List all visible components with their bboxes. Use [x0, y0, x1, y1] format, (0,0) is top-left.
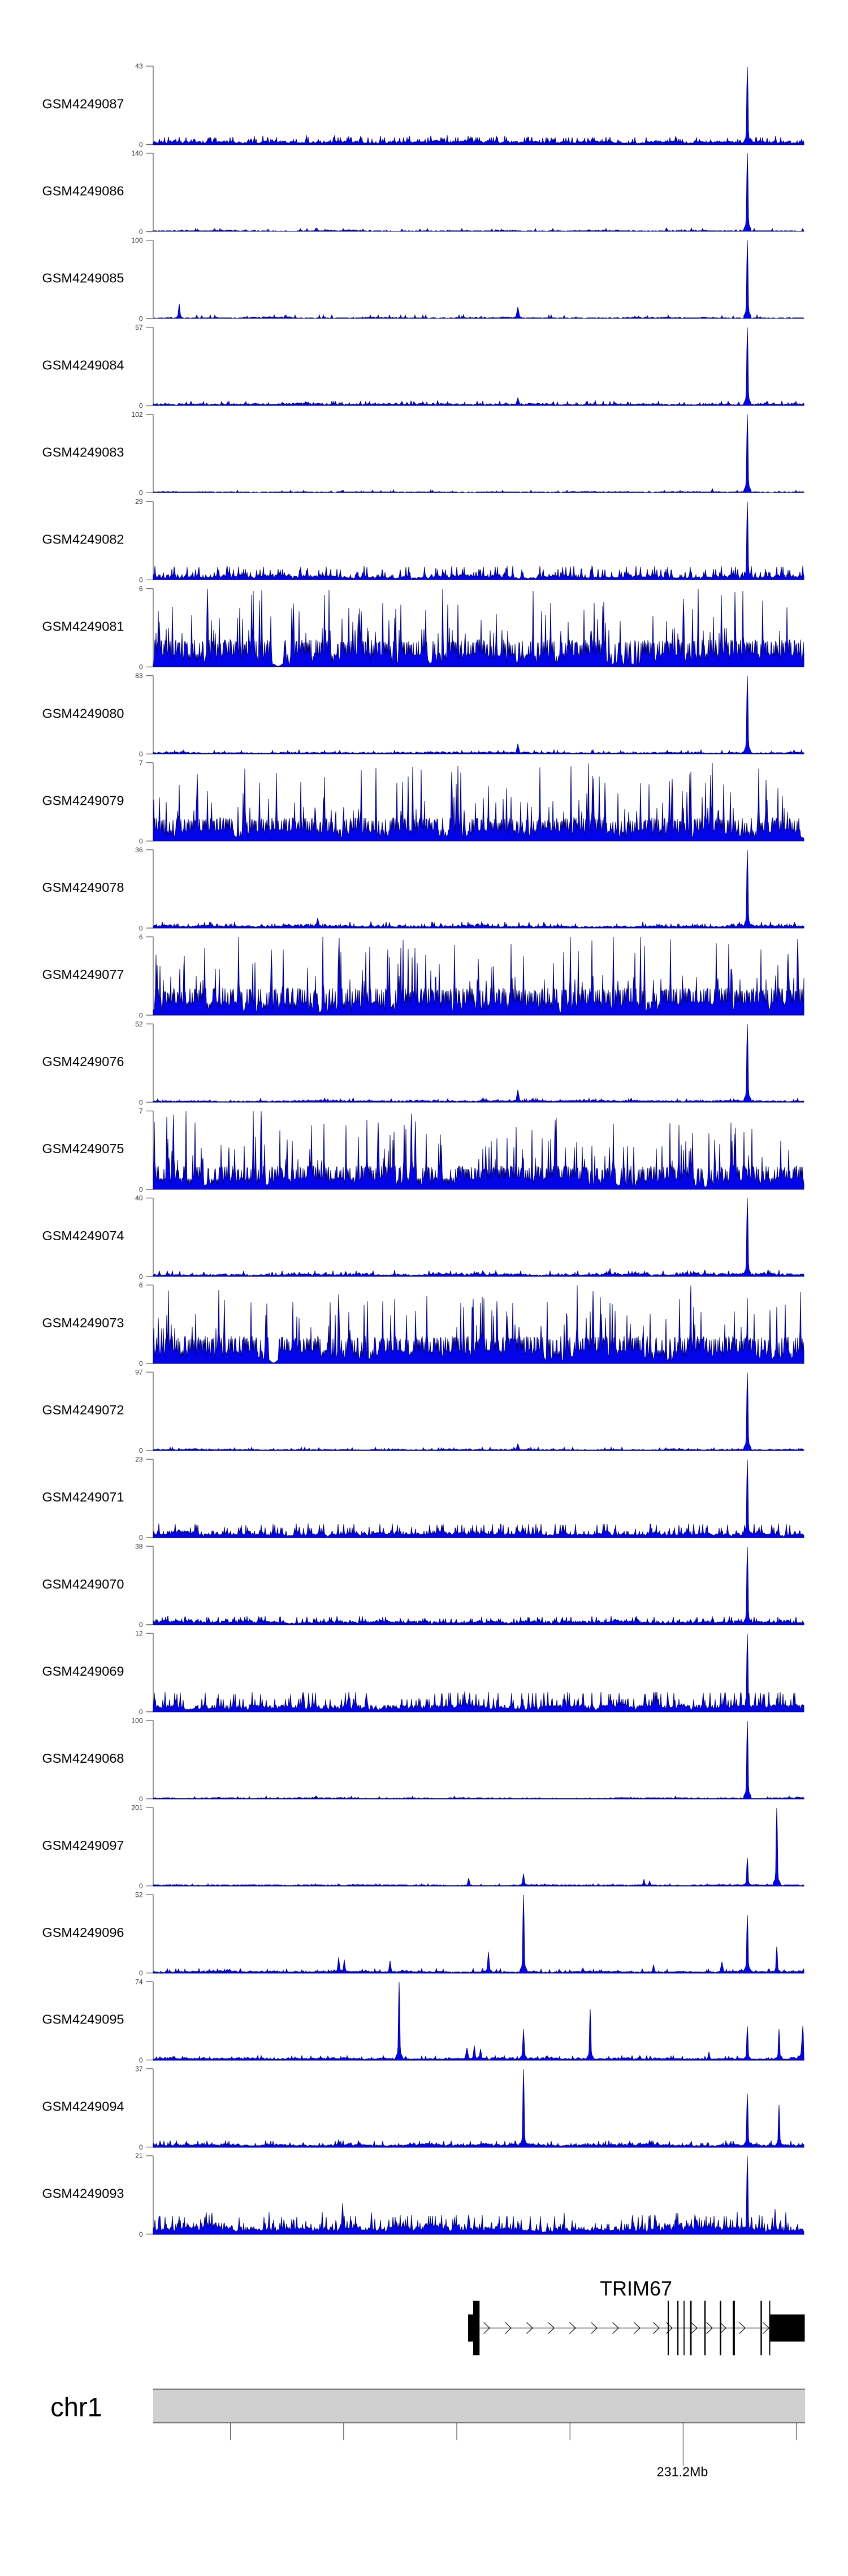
svg-text:0: 0 [139, 838, 143, 845]
svg-text:40: 40 [135, 1194, 143, 1202]
svg-text:GSM4249087: GSM4249087 [42, 97, 124, 111]
svg-text:0: 0 [139, 1708, 143, 1716]
svg-text:0: 0 [139, 315, 143, 323]
svg-text:83: 83 [135, 672, 143, 680]
svg-text:GSM4249077: GSM4249077 [42, 967, 124, 982]
svg-text:GSM4249094: GSM4249094 [42, 2099, 124, 2114]
svg-text:0: 0 [139, 750, 143, 758]
svg-text:GSM4249079: GSM4249079 [42, 793, 124, 808]
svg-text:0: 0 [139, 2143, 143, 2151]
svg-text:0: 0 [139, 924, 143, 932]
svg-text:0: 0 [139, 1621, 143, 1629]
svg-text:GSM4249073: GSM4249073 [42, 1315, 124, 1330]
svg-text:7: 7 [139, 1107, 143, 1115]
svg-text:52: 52 [135, 1020, 143, 1028]
svg-text:0: 0 [139, 2230, 143, 2238]
svg-text:201: 201 [131, 1803, 142, 1811]
svg-text:GSM4249086: GSM4249086 [42, 184, 124, 199]
svg-text:52: 52 [135, 1891, 143, 1898]
svg-text:102: 102 [131, 411, 142, 418]
svg-text:0: 0 [139, 1272, 143, 1280]
svg-text:GSM4249078: GSM4249078 [42, 880, 124, 895]
svg-text:23: 23 [135, 1456, 143, 1464]
svg-text:TRIM67: TRIM67 [600, 2277, 672, 2300]
svg-text:100: 100 [131, 236, 142, 244]
svg-text:GSM4249097: GSM4249097 [42, 1838, 124, 1853]
svg-text:GSM4249083: GSM4249083 [42, 445, 124, 459]
svg-text:6: 6 [139, 1281, 143, 1289]
svg-text:0: 0 [139, 1360, 143, 1367]
svg-text:GSM4249081: GSM4249081 [42, 619, 124, 633]
svg-text:GSM4249074: GSM4249074 [42, 1228, 124, 1243]
svg-text:100: 100 [131, 1716, 142, 1724]
svg-text:GSM4249071: GSM4249071 [42, 1490, 124, 1504]
svg-text:GSM4249084: GSM4249084 [42, 358, 124, 373]
svg-text:chr1: chr1 [50, 2392, 102, 2422]
svg-text:GSM4249093: GSM4249093 [42, 2186, 124, 2201]
svg-text:7: 7 [139, 759, 143, 767]
svg-text:29: 29 [135, 498, 143, 506]
svg-text:0: 0 [139, 1969, 143, 1977]
svg-text:GSM4249076: GSM4249076 [42, 1054, 124, 1069]
svg-text:0: 0 [139, 1882, 143, 1890]
svg-text:21: 21 [135, 2152, 143, 2160]
svg-text:6: 6 [139, 933, 143, 941]
svg-text:GSM4249085: GSM4249085 [42, 271, 124, 286]
svg-text:0: 0 [139, 1098, 143, 1106]
svg-text:0: 0 [139, 576, 143, 584]
svg-text:37: 37 [135, 2065, 143, 2073]
svg-text:97: 97 [135, 1369, 143, 1377]
svg-text:0: 0 [139, 2056, 143, 2064]
svg-text:0: 0 [139, 402, 143, 410]
svg-text:0: 0 [139, 228, 143, 236]
svg-text:0: 0 [139, 1011, 143, 1019]
svg-text:140: 140 [131, 149, 142, 157]
svg-text:GSM4249095: GSM4249095 [42, 2012, 124, 2027]
svg-text:GSM4249070: GSM4249070 [42, 1577, 124, 1591]
svg-text:38: 38 [135, 1543, 143, 1551]
svg-text:36: 36 [135, 846, 143, 854]
svg-text:6: 6 [139, 585, 143, 593]
svg-text:0: 0 [139, 141, 143, 149]
svg-text:0: 0 [139, 489, 143, 497]
svg-text:74: 74 [135, 1978, 143, 1986]
svg-text:0: 0 [139, 663, 143, 671]
svg-text:57: 57 [135, 323, 143, 331]
svg-text:0: 0 [139, 1447, 143, 1455]
svg-text:43: 43 [135, 62, 143, 70]
svg-text:GSM4249068: GSM4249068 [42, 1751, 124, 1766]
svg-text:12: 12 [135, 1630, 143, 1638]
svg-text:GSM4249096: GSM4249096 [42, 1925, 124, 1940]
svg-text:0: 0 [139, 1185, 143, 1193]
svg-text:GSM4249069: GSM4249069 [42, 1664, 124, 1679]
svg-text:GSM4249072: GSM4249072 [42, 1403, 124, 1417]
svg-text:0: 0 [139, 1534, 143, 1542]
svg-text:GSM4249082: GSM4249082 [42, 532, 124, 546]
svg-text:0: 0 [139, 1795, 143, 1803]
svg-text:GSM4249075: GSM4249075 [42, 1141, 124, 1156]
svg-text:GSM4249080: GSM4249080 [42, 706, 124, 720]
svg-text:231.2Mb: 231.2Mb [657, 2465, 708, 2479]
